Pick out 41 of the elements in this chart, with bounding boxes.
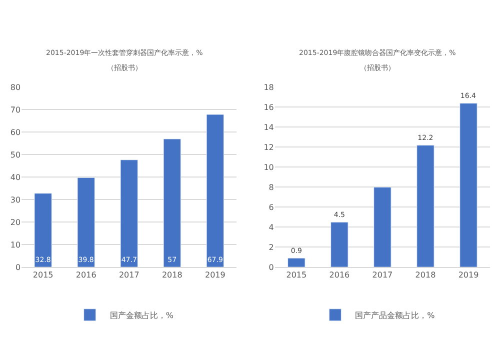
bar — [163, 138, 181, 268]
x-tick-label: 2015 — [286, 270, 307, 280]
y-tick-label: 0 — [268, 262, 274, 272]
y-tick-label: 10 — [264, 162, 274, 172]
y-tick-label: 70 — [10, 106, 21, 115]
y-tick-label: 10 — [10, 240, 21, 250]
y-tick-label: 2 — [268, 242, 274, 252]
x-tick-label: 2016 — [329, 270, 350, 280]
y-tick-label: 12 — [264, 143, 274, 152]
y-tick-label: 16 — [264, 103, 274, 112]
x-tick-label: 2017 — [118, 270, 140, 280]
bar — [34, 193, 52, 268]
bar — [416, 144, 434, 268]
y-tick-label: 40 — [10, 172, 21, 182]
bar — [206, 114, 224, 268]
legend-label: 国产产品金额占比，% — [355, 311, 436, 320]
x-tick-label: 2018 — [415, 270, 436, 280]
y-tick-label: 20 — [10, 218, 21, 227]
y-tick-label: 60 — [10, 128, 21, 138]
y-tick-label: 80 — [10, 83, 21, 92]
y-tick-label: 6 — [268, 202, 274, 212]
legend-label: 国产金额占比，% — [110, 311, 174, 320]
bar — [374, 186, 392, 268]
bar — [77, 177, 95, 268]
x-tick-label: 2018 — [162, 270, 182, 280]
bar — [120, 160, 138, 268]
x-tick-label: 2019 — [458, 270, 479, 280]
x-tick-label: 2019 — [204, 270, 226, 280]
y-tick-label: 50 — [10, 150, 21, 160]
x-tick-label: 2016 — [76, 270, 96, 280]
bar — [288, 258, 306, 268]
y-tick-label: 30 — [10, 195, 21, 204]
y-tick-label: 18 — [264, 83, 274, 92]
x-tick-label: 2017 — [372, 270, 393, 280]
x-tick-label: 2015 — [32, 270, 54, 280]
y-tick-label: 0 — [15, 262, 21, 272]
y-tick-label: 4 — [268, 222, 274, 232]
bar — [460, 102, 478, 268]
y-tick-label: 8 — [268, 182, 274, 192]
y-tick-label: 14 — [264, 123, 274, 132]
bar — [330, 222, 348, 268]
